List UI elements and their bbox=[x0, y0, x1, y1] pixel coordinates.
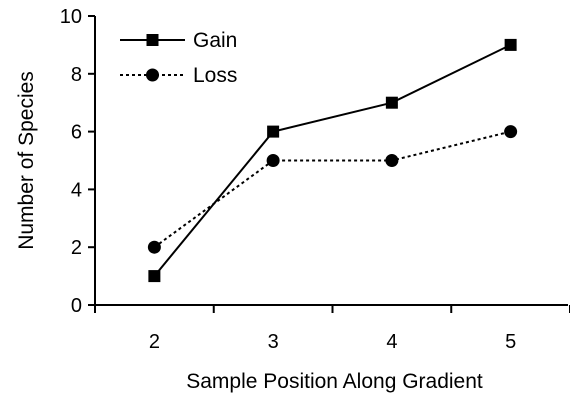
loss-point bbox=[385, 154, 399, 167]
legend: Gain Loss bbox=[120, 29, 237, 87]
legend-item-gain: Gain bbox=[120, 29, 237, 52]
legend-marker-loss bbox=[146, 68, 159, 82]
loss-point bbox=[147, 240, 161, 254]
x-tick-label: 2 bbox=[149, 331, 160, 353]
gain-point bbox=[504, 38, 517, 51]
loss-point bbox=[266, 154, 280, 167]
series-loss bbox=[147, 125, 518, 254]
y-tick-label: 8 bbox=[71, 64, 82, 86]
y-tick-label: 6 bbox=[71, 122, 82, 144]
legend-label-gain: Gain bbox=[193, 29, 237, 52]
gain-point bbox=[267, 125, 280, 138]
x-ticks: 2 3 4 5 bbox=[94, 305, 570, 353]
loss-point bbox=[504, 125, 518, 139]
x-tick-label: 4 bbox=[386, 331, 397, 353]
y-axis-label: Number of Species bbox=[15, 71, 38, 250]
gain-line bbox=[153, 44, 512, 277]
gain-point bbox=[148, 270, 161, 283]
x-tick-label: 3 bbox=[268, 331, 279, 353]
legend-item-loss: Loss bbox=[120, 64, 237, 87]
y-tick-label: 2 bbox=[71, 237, 82, 259]
series-layer bbox=[147, 38, 518, 283]
gain-point bbox=[385, 96, 398, 109]
x-axis-label: Sample Position Along Gradient bbox=[186, 370, 483, 393]
x-tick-label: 5 bbox=[505, 331, 516, 353]
y-ticks: 0 2 4 6 8 10 bbox=[60, 6, 95, 317]
y-tick-label: 10 bbox=[60, 6, 82, 28]
y-tick-label: 0 bbox=[71, 295, 82, 317]
legend-label-loss: Loss bbox=[193, 64, 237, 87]
loss-line bbox=[153, 130, 511, 249]
series-gain bbox=[148, 38, 517, 283]
y-tick-label: 4 bbox=[71, 179, 82, 201]
legend-marker-gain bbox=[146, 34, 159, 46]
